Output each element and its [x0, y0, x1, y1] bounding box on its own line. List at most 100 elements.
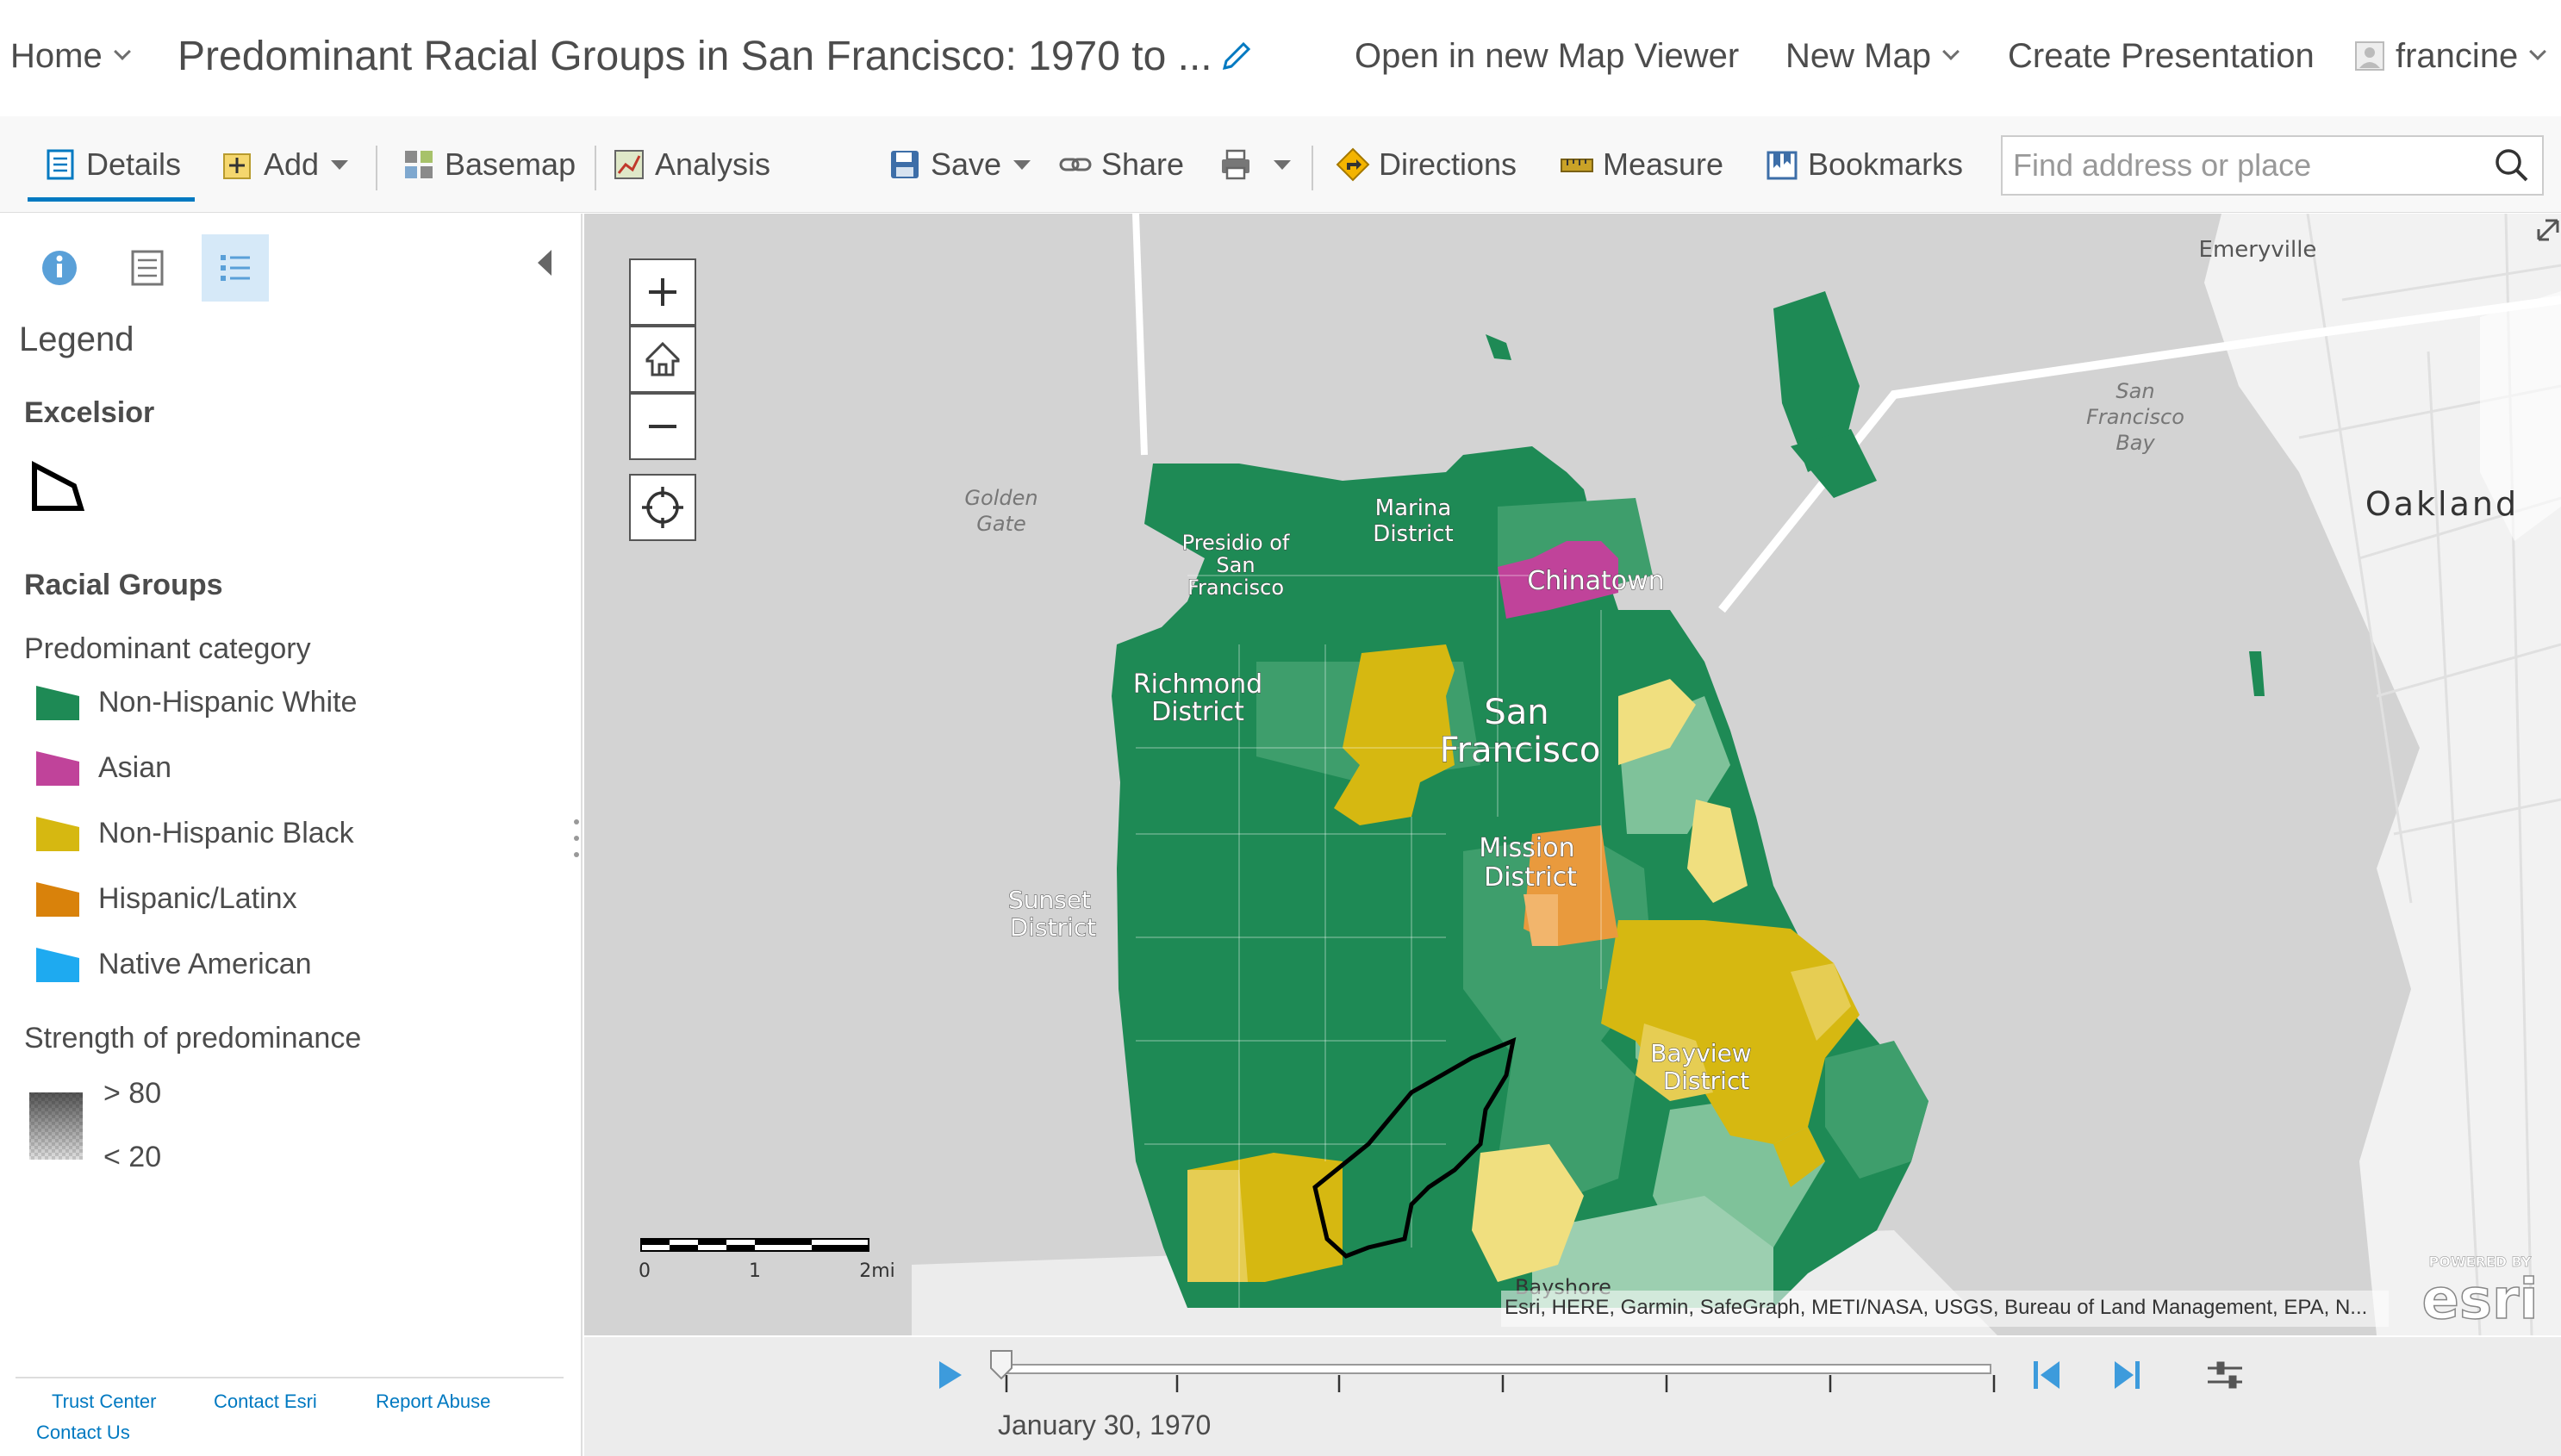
share-button[interactable]: Share — [1058, 139, 1184, 190]
legend-label-black: Non-Hispanic Black — [98, 817, 354, 849]
printer-icon — [1222, 149, 1249, 180]
marina-label-line2: District — [1373, 521, 1453, 547]
richmond-label-line1: Richmond — [1133, 669, 1262, 700]
toolbar-divider — [595, 146, 596, 190]
details-label: Details — [86, 146, 182, 182]
toolbar-divider — [376, 146, 377, 190]
zoom-in-button[interactable] — [629, 258, 696, 326]
scale-label-0: 0 — [639, 1260, 651, 1282]
panel-resize-handle[interactable] — [572, 817, 581, 860]
yerba-buena-island — [1791, 429, 1877, 498]
open-in-viewer-link[interactable]: Open in new Map Viewer — [1355, 36, 1740, 75]
powered-by-label: POWERED BY — [2429, 1254, 2532, 1270]
chevron-down-icon — [2529, 43, 2547, 60]
bookmarks-button[interactable]: Bookmarks — [1765, 139, 1963, 190]
measure-button[interactable]: Measure — [1560, 139, 1723, 190]
category-heading: Predominant category — [24, 632, 311, 665]
details-panel — [0, 214, 583, 1456]
analysis-button[interactable]: Analysis — [612, 139, 770, 190]
mission-label-line2: District — [1484, 862, 1577, 893]
legend-tab[interactable] — [202, 234, 269, 302]
time-slider-bar — [584, 1337, 2561, 1456]
mission-label-line1: Mission — [1479, 833, 1574, 863]
strength-high-label: > 80 — [103, 1077, 162, 1110]
create-presentation-link[interactable]: Create Presentation — [2008, 36, 2315, 75]
directions-label: Directions — [1379, 146, 1517, 182]
san-francisco-label-line2: Francisco — [1440, 731, 1601, 770]
home-menu[interactable]: Home — [10, 29, 131, 83]
directions-icon — [1336, 147, 1370, 182]
details-button[interactable]: Details — [43, 139, 181, 190]
map-view[interactable]: Emeryville San Francisco Bay Oakland Gol… — [584, 214, 2561, 1335]
footer-divider — [16, 1377, 564, 1378]
info-icon — [42, 251, 77, 285]
sunset-label-line1: Sunset — [1008, 886, 1091, 914]
save-button[interactable]: Save — [888, 139, 1031, 190]
pencil-icon[interactable] — [1218, 37, 1256, 75]
basemap-label: Basemap — [445, 146, 576, 182]
map-title-wrap: Predominant Racial Groups in San Francis… — [178, 29, 1256, 83]
report-abuse-link[interactable]: Report Abuse — [376, 1391, 491, 1412]
directions-button[interactable]: Directions — [1336, 139, 1517, 190]
locate-button[interactable] — [629, 474, 696, 541]
san-francisco-label-line1: San — [1484, 693, 1548, 732]
emeryville-label: Emeryville — [2199, 237, 2317, 263]
chinatown-area — [1498, 541, 1618, 619]
home-label: Home — [10, 36, 103, 75]
contact-esri-link[interactable]: Contact Esri — [214, 1391, 317, 1412]
search-input[interactable]: Find address or place — [2001, 135, 2485, 196]
add-button[interactable]: Add — [221, 139, 349, 190]
legend-label-hispanic: Hispanic/Latinx — [98, 882, 297, 915]
analysis-label: Analysis — [655, 146, 771, 182]
next-step-icon[interactable] — [2115, 1361, 2140, 1389]
basemap-button[interactable]: Basemap — [402, 139, 576, 190]
caret-down-icon — [1274, 159, 1291, 170]
golden-gate-label-line2: Gate — [976, 512, 1025, 536]
legend-label-white: Non-Hispanic White — [98, 686, 358, 719]
measure-label: Measure — [1603, 146, 1724, 182]
east-bay-land — [2204, 214, 2561, 1335]
search-button[interactable] — [2483, 135, 2544, 196]
analysis-icon — [614, 150, 644, 179]
map-attribution: Esri, HERE, Garmin, SafeGraph, METI/NASA… — [1501, 1291, 2389, 1327]
expand-icon[interactable] — [2537, 219, 2559, 241]
map-canvas[interactable]: Emeryville San Francisco Bay Oakland Gol… — [584, 214, 2561, 1335]
time-slider[interactable] — [584, 1337, 2561, 1456]
basemap-icon — [405, 151, 433, 178]
minus-icon — [649, 425, 676, 428]
excelsior-outline-swatch — [32, 461, 85, 511]
oakland-label: Oakland — [2365, 485, 2519, 523]
esri-logo: POWERED BY esri — [2421, 1254, 2539, 1333]
chinatown-label: Chinatown — [1527, 566, 1664, 596]
legend-list-icon — [221, 255, 250, 281]
previous-step-icon[interactable] — [2034, 1361, 2059, 1389]
scale-bar: 0 1 2mi — [639, 1238, 895, 1282]
about-tab[interactable] — [26, 234, 93, 302]
trust-center-link[interactable]: Trust Center — [52, 1391, 157, 1412]
ruler-icon — [1561, 159, 1593, 172]
play-icon[interactable] — [939, 1361, 962, 1389]
home-extent-button[interactable] — [629, 326, 696, 393]
presidio-label-line1: Presidio of — [1182, 531, 1290, 555]
content-tab[interactable] — [114, 234, 181, 302]
current-time-label: January 30, 1970 — [998, 1409, 1212, 1440]
content-icon — [131, 250, 164, 286]
time-slider-thumb[interactable] — [990, 1350, 1013, 1380]
excelsior-outline — [1312, 1036, 1517, 1259]
contact-us-link[interactable]: Contact Us — [36, 1422, 130, 1443]
details-icon — [47, 149, 74, 180]
new-map-menu[interactable]: New Map — [1785, 29, 1960, 83]
add-label: Add — [264, 146, 320, 182]
collapse-panel-icon[interactable] — [534, 248, 555, 277]
top-header: Home Predominant Racial Groups in San Fr… — [0, 0, 2561, 112]
swatch-non-hispanic-black — [36, 817, 79, 851]
zoom-out-button[interactable] — [629, 393, 696, 460]
time-settings-icon[interactable] — [2208, 1361, 2242, 1389]
new-map-label: New Map — [1785, 36, 1931, 75]
bay-label-line1: San — [2115, 379, 2154, 403]
time-slider-track[interactable] — [997, 1364, 1991, 1374]
plus-icon — [649, 278, 676, 306]
chevron-down-icon — [113, 43, 131, 60]
print-button[interactable] — [1218, 139, 1291, 190]
user-menu[interactable]: francine — [2352, 29, 2547, 83]
